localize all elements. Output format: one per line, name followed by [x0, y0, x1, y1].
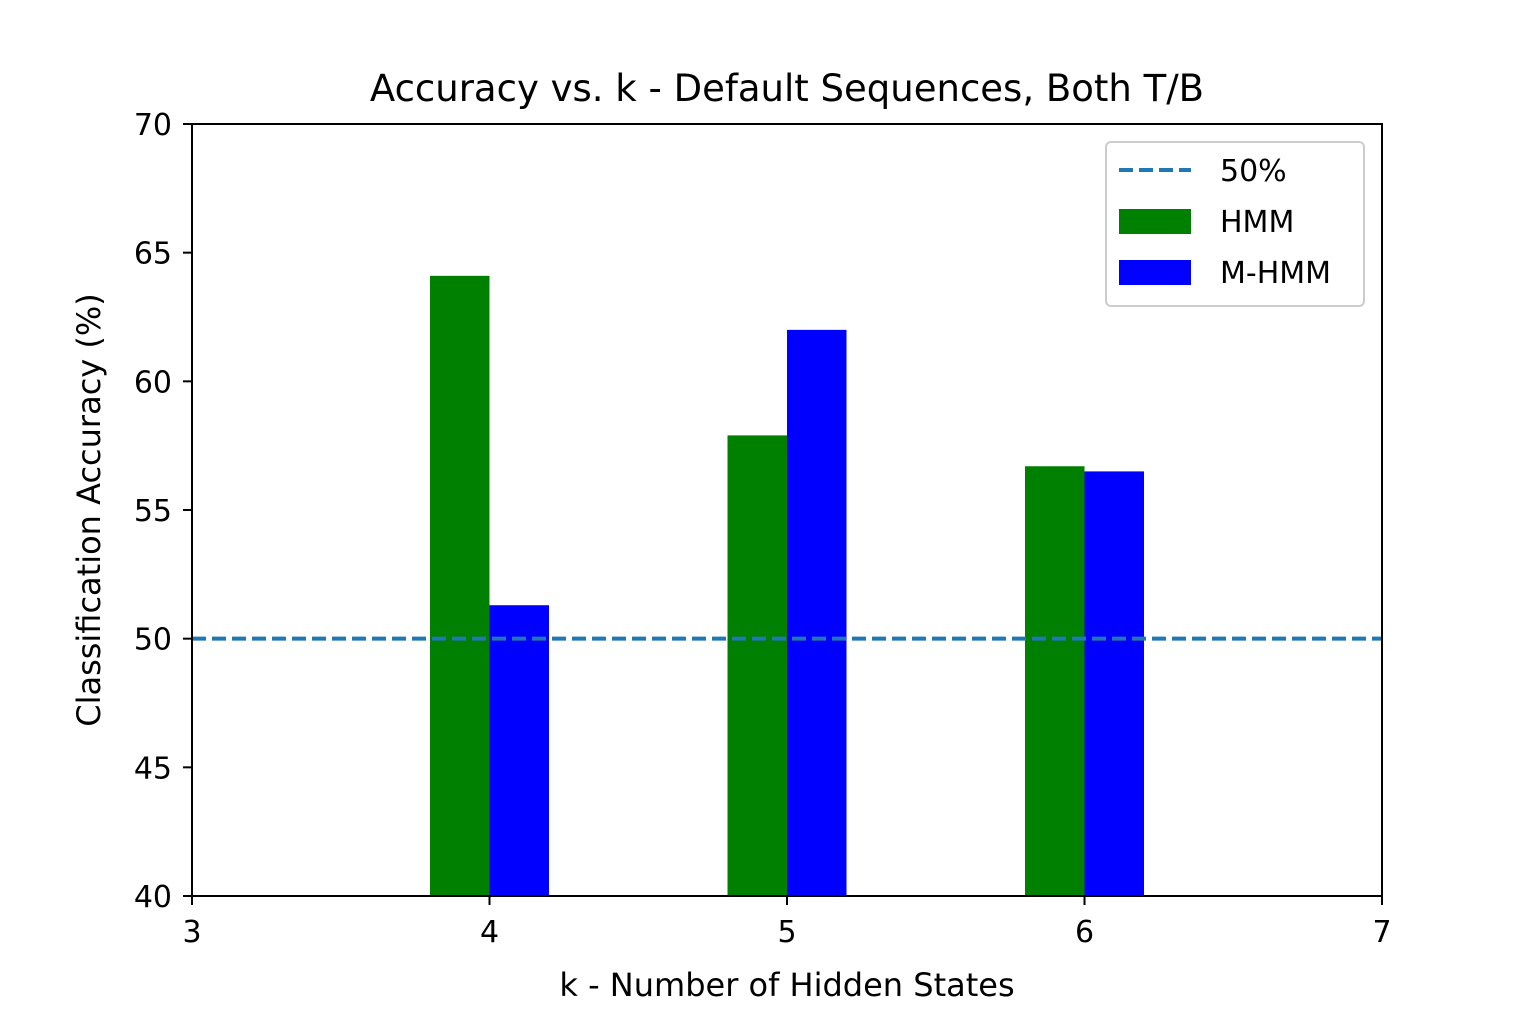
x-axis-label: k - Number of Hidden States — [559, 966, 1014, 1004]
y-tick-label: 55 — [134, 494, 172, 529]
bar-hmm-k4 — [430, 275, 490, 896]
y-axis-label: Classification Accuracy (%) — [70, 293, 108, 727]
x-tick-label: 4 — [480, 915, 499, 950]
bar-m-hmm-k5 — [787, 329, 847, 896]
legend-label-reference-line: 50% — [1220, 154, 1287, 189]
bar-hmm-k6 — [1025, 466, 1085, 896]
legend-label-hmm: HMM — [1220, 205, 1294, 240]
legend: 50% HMM M-HMM — [1105, 141, 1365, 307]
x-tick-label: 6 — [1075, 915, 1094, 950]
y-tick-label: 45 — [134, 751, 172, 786]
legend-swatch-hmm — [1119, 209, 1191, 234]
y-tick-label: 50 — [134, 623, 172, 658]
x-tick-label: 3 — [182, 915, 201, 950]
y-tick-layer: 40 45 50 55 60 65 70 — [134, 108, 192, 915]
x-tick-label: 7 — [1372, 915, 1391, 950]
y-tick-label: 60 — [134, 365, 172, 400]
legend-swatch-m-hmm — [1119, 260, 1191, 285]
bars-layer — [430, 275, 1144, 896]
y-tick-label: 40 — [134, 880, 172, 915]
bar-m-hmm-k4 — [489, 605, 549, 896]
y-tick-label: 70 — [134, 108, 172, 143]
y-tick-label: 65 — [134, 237, 172, 272]
x-tick-layer: 3 4 5 6 7 — [182, 896, 1392, 950]
legend-label-m-hmm: M-HMM — [1220, 256, 1331, 291]
bar-hmm-k5 — [727, 435, 787, 896]
x-tick-label: 5 — [777, 915, 796, 950]
chart-title: Accuracy vs. k - Default Sequences, Both… — [370, 67, 1204, 110]
bar-m-hmm-k6 — [1084, 471, 1144, 896]
